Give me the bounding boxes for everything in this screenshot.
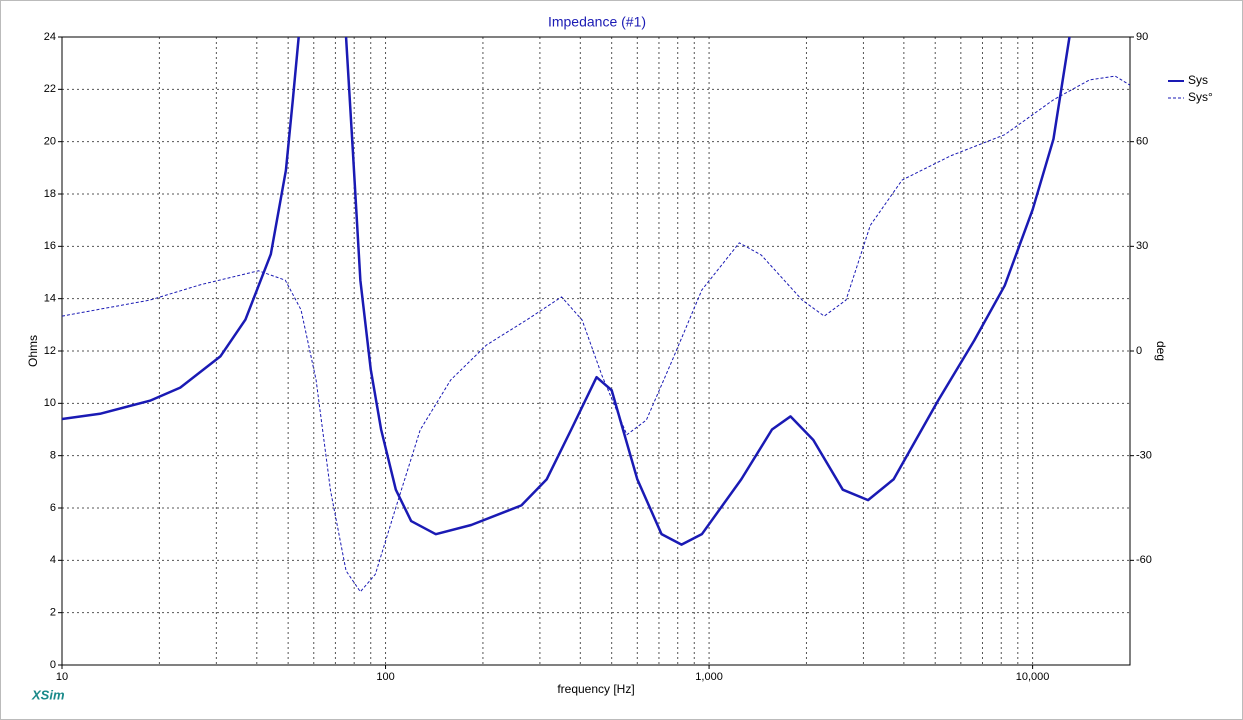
legend-label: Sys° <box>1188 90 1213 104</box>
y2-tick-label: 60 <box>1136 136 1148 148</box>
y-tick-label: 16 <box>44 240 56 252</box>
series-line <box>62 75 1130 593</box>
x-axis-label: frequency [Hz] <box>557 682 634 696</box>
y-axis-label: Ohms <box>26 335 40 367</box>
y-tick-label: 2 <box>50 607 56 619</box>
y-tick-label: 12 <box>44 345 56 357</box>
y2-tick-label: 90 <box>1136 31 1148 43</box>
y-tick-label: 6 <box>50 502 56 514</box>
y-tick-label: 14 <box>44 293 56 305</box>
y-tick-label: 4 <box>50 554 56 566</box>
y2-tick-label: 30 <box>1136 240 1148 252</box>
legend-label: Sys <box>1188 73 1208 87</box>
series-line <box>62 37 1071 546</box>
y-tick-label: 20 <box>44 136 56 148</box>
y-tick-label: 22 <box>44 83 56 95</box>
y-tick-label: 8 <box>50 450 56 462</box>
x-tick-label: 100 <box>376 671 394 683</box>
y2-tick-label: -30 <box>1136 450 1152 462</box>
y2-tick-label: -60 <box>1136 554 1152 566</box>
y2-axis-label: deg <box>1154 341 1168 361</box>
y-tick-label: 0 <box>50 659 56 671</box>
plot-lines <box>62 37 1130 593</box>
plot-border <box>61 36 1131 666</box>
chart-title: Impedance (#1) <box>548 14 646 30</box>
y-tick-label: 10 <box>44 397 56 409</box>
x-tick-label: 10 <box>56 671 68 683</box>
y2-tick-label: 0 <box>1136 345 1142 357</box>
x-tick-label: 1,000 <box>695 671 723 683</box>
y-tick-label: 24 <box>44 31 56 43</box>
x-tick-label: 10,000 <box>1016 671 1050 683</box>
logo: XSim <box>31 687 65 702</box>
y-tick-label: 18 <box>44 188 56 200</box>
